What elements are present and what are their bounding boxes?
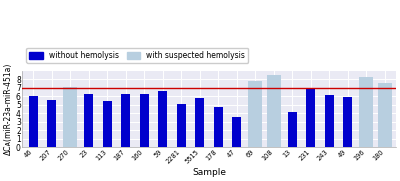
Legend: without hemolysis, with suspected hemolysis: without hemolysis, with suspected hemoly… <box>26 48 248 63</box>
Bar <box>267 75 281 148</box>
Bar <box>214 108 223 148</box>
Bar <box>63 87 77 148</box>
Bar <box>306 89 315 148</box>
Bar <box>158 91 168 148</box>
Bar <box>343 97 352 148</box>
Bar <box>103 101 112 148</box>
Bar <box>140 94 149 148</box>
Y-axis label: ΔCᴀ(miR-23a-miR-451a): ΔCᴀ(miR-23a-miR-451a) <box>4 63 13 155</box>
Bar <box>232 117 241 148</box>
Bar <box>359 77 373 148</box>
Bar <box>29 96 38 148</box>
Bar <box>177 104 186 148</box>
Bar <box>288 112 297 148</box>
Bar <box>84 94 94 148</box>
Bar <box>325 95 334 148</box>
Bar <box>121 94 130 148</box>
Bar <box>195 98 204 148</box>
Bar <box>378 83 392 148</box>
Bar <box>47 100 56 148</box>
Bar <box>248 81 262 148</box>
X-axis label: Sample: Sample <box>192 168 226 177</box>
